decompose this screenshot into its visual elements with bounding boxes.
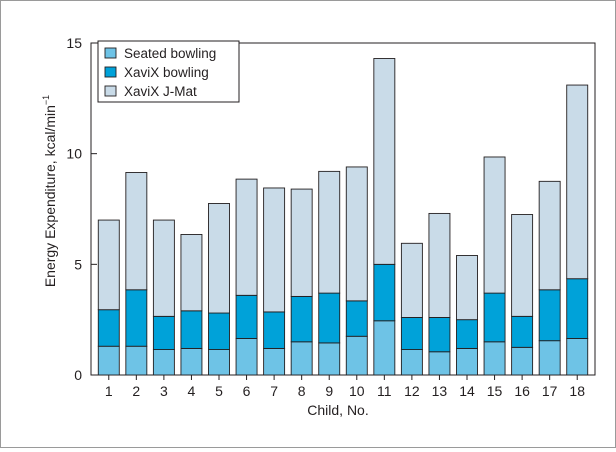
x-tick-label: 14: [459, 383, 475, 399]
bar-segment-xavix-jmat-12: [400, 242, 423, 318]
bar-segment-seated-16: [511, 346, 534, 376]
bar-segment-xavix-jmat-16: [511, 214, 534, 317]
bar-segment-seated-1: [97, 345, 120, 376]
bar-segment-xavix-bowling-3: [152, 315, 175, 350]
x-tick-label: 16: [514, 383, 530, 399]
bar-segment-xavix-bowling-10: [345, 300, 368, 337]
x-tick-label: 12: [404, 383, 420, 399]
axes: [90, 42, 596, 376]
bar-segment-xavix-jmat-11: [373, 58, 396, 265]
bar-segment-xavix-bowling-14: [456, 319, 478, 349]
bar-segment-xavix-jmat-3: [152, 219, 175, 317]
bar-segment-xavix-jmat-17: [538, 180, 561, 291]
x-tick-label: 3: [160, 383, 168, 399]
bar-segment-xavix-bowling-4: [180, 310, 203, 349]
legend-box: [97, 40, 240, 103]
x-axis-title: Child, No.: [307, 402, 368, 418]
x-tick-label: 8: [298, 383, 306, 399]
bar-segment-seated-10: [345, 335, 368, 376]
bar-segment-xavix-jmat-8: [290, 188, 313, 297]
bar-segment-xavix-jmat-6: [235, 178, 258, 296]
bar-segment-xavix-bowling-5: [208, 312, 230, 350]
bar-segment-xavix-bowling-11: [373, 263, 396, 322]
bar-segment-xavix-bowling-15: [483, 292, 506, 343]
bar-segment-xavix-jmat-13: [428, 212, 451, 318]
bar-segment-seated-2: [125, 345, 148, 376]
bar-segment-seated-15: [483, 341, 506, 376]
bar-segment-seated-9: [318, 342, 341, 376]
legend-swatch: [104, 66, 117, 78]
y-tick-label: 5: [74, 256, 82, 272]
x-tick-label: 13: [432, 383, 448, 399]
legend-label: XaviX J-Mat: [124, 84, 197, 99]
bar-segment-xavix-bowling-6: [235, 294, 258, 339]
bar-segment-xavix-bowling-2: [125, 289, 148, 347]
x-tick-label: 2: [132, 383, 140, 399]
bar-segment-seated-17: [538, 340, 561, 376]
bar-segment-seated-13: [428, 351, 451, 376]
bar-segment-xavix-jmat-4: [180, 234, 203, 312]
bar-segment-xavix-bowling-18: [566, 278, 589, 339]
bar-segment-xavix-bowling-12: [400, 317, 423, 350]
plot-frame: [90, 42, 596, 376]
y-axis-title-superscript: −1: [41, 95, 51, 105]
bar-segment-xavix-jmat-5: [208, 203, 230, 314]
legend-swatch: [104, 85, 117, 97]
x-tick-label: 1: [105, 383, 113, 399]
legend-label: XaviX bowling: [124, 65, 209, 80]
bar-segment-seated-11: [373, 320, 396, 376]
bar-segment-seated-4: [180, 347, 203, 376]
bar-segment-xavix-bowling-7: [263, 311, 286, 349]
x-tick-label: 17: [542, 383, 558, 399]
bar-segment-xavix-jmat-14: [456, 255, 478, 321]
bar-segment-xavix-jmat-2: [125, 172, 148, 291]
bar-segment-seated-14: [456, 347, 478, 376]
x-tick-label: 18: [569, 383, 585, 399]
bar-segment-xavix-jmat-9: [318, 170, 341, 294]
bar-segment-xavix-bowling-13: [428, 317, 451, 353]
x-tick-label: 15: [487, 383, 503, 399]
bar-segment-xavix-bowling-17: [538, 289, 561, 342]
x-tick-label: 10: [349, 383, 365, 399]
bars: [97, 58, 589, 376]
x-tick-label: 4: [188, 383, 196, 399]
y-tick-label: 0: [74, 367, 82, 383]
x-tick-label: 5: [215, 383, 223, 399]
legend-swatch: [104, 47, 117, 59]
x-tick-label: 7: [270, 383, 278, 399]
bar-segment-xavix-bowling-1: [97, 309, 120, 347]
legend: Seated bowling XaviX bowling XaviX J-Mat: [97, 40, 240, 103]
bar-segment-xavix-bowling-9: [318, 292, 341, 344]
bar-segment-xavix-jmat-1: [97, 219, 120, 311]
bar-segment-xavix-jmat-15: [483, 156, 506, 294]
x-tick-label: 9: [325, 383, 333, 399]
y-axis-title: Energy Expenditure, kcal/min−1: [41, 95, 58, 287]
x-tick-label: 11: [377, 383, 392, 399]
bar-segment-seated-7: [263, 347, 286, 376]
y-tick-label: 10: [66, 146, 82, 162]
bar-segment-seated-8: [290, 341, 313, 376]
bar-segment-xavix-bowling-16: [511, 315, 534, 348]
y-tick-label: 15: [66, 35, 82, 51]
bar-segment-seated-6: [235, 338, 258, 376]
x-tick-label: 6: [243, 383, 251, 399]
bar-segment-xavix-jmat-10: [345, 166, 368, 302]
bar-segment-xavix-jmat-18: [566, 84, 589, 280]
bar-segment-seated-18: [566, 338, 589, 376]
bar-segment-xavix-jmat-7: [263, 187, 286, 313]
legend-label: Seated bowling: [124, 46, 216, 61]
bar-segment-seated-12: [400, 349, 423, 376]
bar-segment-xavix-bowling-8: [290, 295, 313, 343]
y-axis-title-text: Energy Expenditure, kcal/min: [42, 105, 58, 287]
bar-segment-seated-3: [152, 349, 175, 376]
bar-segment-seated-5: [208, 349, 230, 376]
